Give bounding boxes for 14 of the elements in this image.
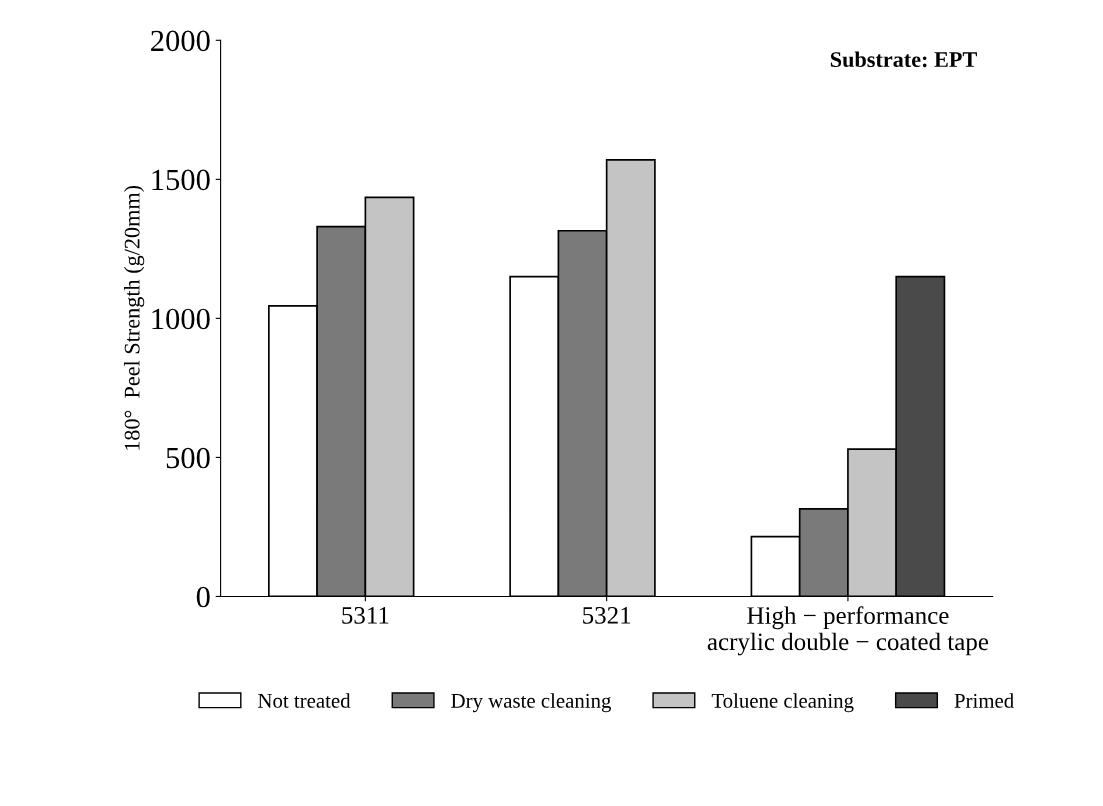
legend-label: Primed [954,693,1014,708]
x-tick-label: 5311 [342,606,389,624]
x-tick-label: High − performance acrylic double − coated tape [707,606,989,656]
y-tick-label: 1500 [152,169,210,191]
legend-label: Not treated [258,693,351,708]
x-tick-label: 5321 [583,606,631,624]
y-tick-label: 1000 [152,308,210,330]
legend-label: Toluene cleaning [711,693,854,713]
y-tick-label: 0 [196,586,210,608]
y-tick-label: 500 [166,447,210,469]
legend-label: Dry waste cleaning [451,693,612,713]
y-axis-title: 180° Peel Strength (g/20mm) [124,185,145,450]
y-tick-label: 2000 [151,30,210,52]
annotation: Substrate: EPT [830,51,977,68]
